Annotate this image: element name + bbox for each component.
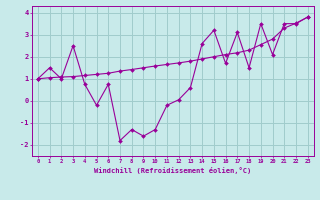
X-axis label: Windchill (Refroidissement éolien,°C): Windchill (Refroidissement éolien,°C)	[94, 167, 252, 174]
